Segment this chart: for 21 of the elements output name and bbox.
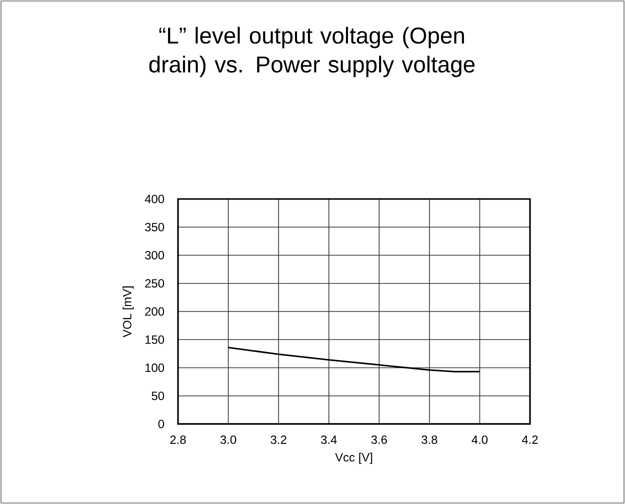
- line-series: [228, 346, 480, 372]
- x-tick-label: 2.8: [170, 435, 186, 444]
- x-tick-label: 3.0: [220, 435, 236, 444]
- y-tick-label: 200: [145, 307, 164, 316]
- y-tick-label: 300: [145, 251, 164, 260]
- x-tick-label: 3.6: [371, 435, 387, 444]
- y-tick-label: 50: [152, 392, 164, 400]
- y-tick-label: 150: [145, 335, 164, 344]
- x-tick-label: 4.0: [472, 435, 488, 444]
- x-tick-label: 3.2: [270, 435, 286, 444]
- y-tick-label: 350: [145, 222, 164, 232]
- y-tick-label: 0: [158, 420, 164, 428]
- y-tick-label: 100: [145, 364, 164, 372]
- x-tick-label: 3.8: [422, 435, 438, 444]
- x-axis-title: Vcc [V]: [335, 452, 372, 464]
- x-tick-label: 4.2: [522, 435, 538, 444]
- y-tick-label: 250: [145, 279, 164, 288]
- y-axis-title: VOL [mV]: [122, 286, 134, 338]
- chart-title: “L” level output voltage (Open drain) vs. Power supply voltage: [149, 26, 475, 78]
- y-tick-label: 400: [144, 194, 164, 204]
- x-tick-label: 3.4: [321, 435, 337, 444]
